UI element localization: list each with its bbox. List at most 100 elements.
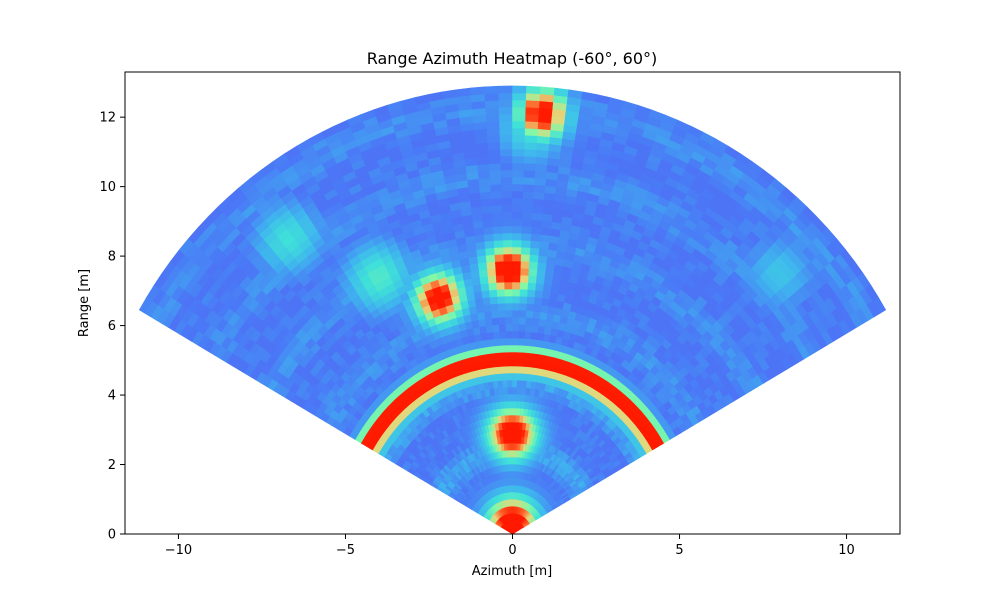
heatmap-cell [530,240,541,249]
heatmap-cell [499,400,505,409]
heatmap-cell [512,155,525,164]
heatmap-cell [491,366,498,375]
heatmap-cell [520,274,530,283]
heatmap-cell [528,261,539,270]
heatmap-cell [517,358,524,367]
heatmap-cell [477,170,491,179]
heatmap-cell [512,148,525,157]
heatmap-cell [480,282,490,292]
heatmap-cell [532,198,545,207]
heatmap-cell [477,163,490,172]
heatmap-cell [512,120,526,129]
heatmap-cell [494,246,504,255]
heatmap-cell [490,303,499,312]
heatmap-cell [512,85,527,94]
heatmap-cell [522,359,530,368]
heatmap-cell [508,421,513,430]
heatmap-cell [496,372,504,382]
heatmap-cell [494,253,505,262]
heatmap-cell [505,428,510,437]
heatmap-cell [486,127,501,137]
heatmap-cell [486,120,501,130]
heatmap-cell [495,274,505,283]
heatmap-cell [525,106,540,116]
x-tick-label: −5 [336,543,355,558]
heatmap-cell [496,281,506,290]
heatmap-cell [501,197,513,206]
heatmap-cell [477,261,488,271]
heatmap-cell [521,239,532,248]
heatmap-cell [535,149,550,159]
heatmap-cell [512,169,525,178]
heatmap-cell [526,85,541,95]
heatmap-cell [479,275,490,285]
heatmap-cell [485,324,494,334]
heatmap-cell [476,156,490,166]
heatmap-cell [534,177,547,186]
heatmap-cell [503,400,509,409]
heatmap-cell [492,225,504,234]
heatmap-cell [502,239,513,248]
heatmap-cell [483,233,495,242]
heatmap-cell [480,198,493,207]
heatmap-cell [493,239,504,248]
x-tick-label: 10 [838,543,855,558]
heatmap-cell [504,414,510,423]
heatmap-cell [474,135,489,145]
heatmap-cell [535,163,548,172]
heatmap-cell [483,226,494,235]
heatmap-cell [536,268,547,278]
heatmap-cell [523,345,531,354]
heatmap-cell [505,330,513,339]
heatmap-cell [484,310,493,320]
heatmap-cell [484,99,500,109]
heatmap-cell [484,240,495,249]
heatmap-cell [506,435,510,444]
heatmap-cell [516,379,523,388]
heatmap-cell [498,323,507,332]
heatmap-cell [509,463,513,472]
heatmap-cell [503,260,513,269]
heatmap-cell [495,359,503,368]
heatmap-cell [481,205,493,214]
heatmap-cell [491,197,503,206]
heatmap-cell [495,260,505,269]
heatmap-cell [500,176,513,185]
heatmap-cell [512,428,517,437]
heatmap-cell [486,331,495,340]
heatmap-cell [512,176,525,185]
heatmap-cell [493,338,501,347]
heatmap-cell [533,184,546,193]
heatmap-cell [504,288,513,297]
heatmap-cell [506,365,513,374]
y-tick-label: 6 [108,319,116,334]
heatmap-cell [525,92,541,102]
heatmap-cell [525,310,534,319]
heatmap-cell [512,379,518,388]
heatmap-cell [536,142,550,152]
heatmap-cell [512,92,527,101]
heatmap-cell [499,127,513,136]
heatmap-cell [535,282,545,292]
heatmap-cell [507,386,513,395]
heatmap-cell [518,330,526,339]
heatmap-cell [512,302,521,311]
heatmap-cell [512,344,519,353]
heatmap-cell [490,190,503,199]
heatmap-cell [512,218,523,227]
heatmap-cell [504,302,513,311]
heatmap-cell [498,386,505,395]
heatmap-cell [519,288,529,297]
heatmap-cell [503,246,513,255]
heatmap-cell [509,442,513,451]
y-tick-label: 8 [108,250,116,265]
heatmap-cell [505,316,513,325]
heatmap-cell [491,310,500,319]
heatmap-cell [512,211,523,220]
heatmap-cell [502,218,513,227]
heatmap-cell [489,352,497,361]
heatmap-cell [498,92,513,101]
heatmap-cell [491,204,503,213]
x-tick-label: 5 [675,543,683,558]
